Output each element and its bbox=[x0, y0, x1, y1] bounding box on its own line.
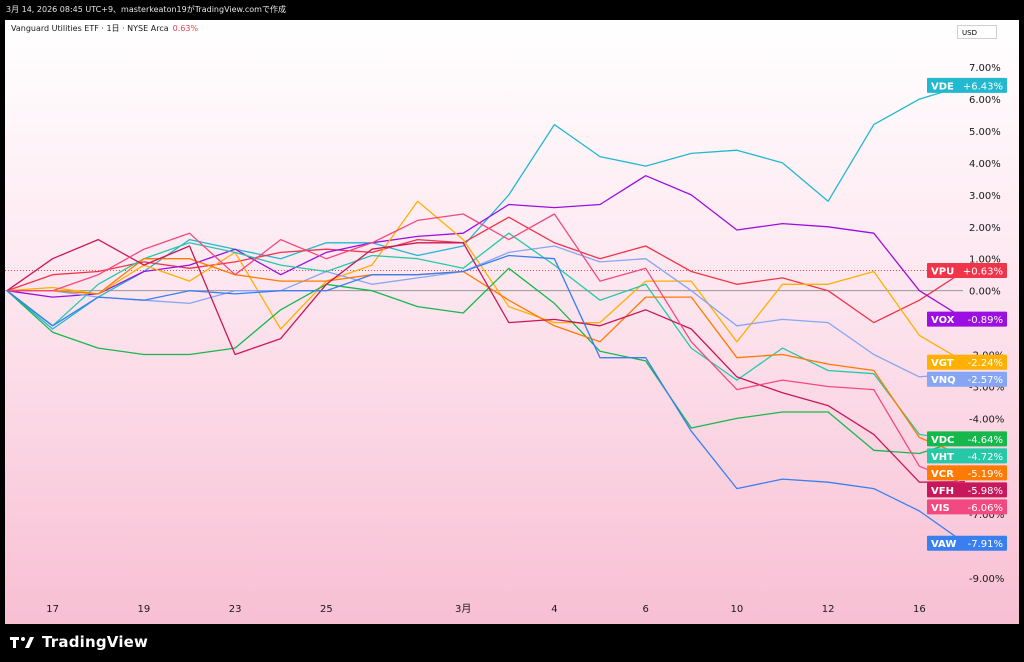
ticker-badge-name: VGT bbox=[931, 358, 954, 369]
currency-label: USD bbox=[962, 29, 977, 37]
y-tick-label: -4.00% bbox=[969, 414, 1004, 425]
ticker-badge-bg bbox=[927, 535, 1007, 551]
symbol-change: 0.63% bbox=[172, 24, 199, 33]
ticker-badge-name: VHT bbox=[931, 452, 954, 463]
ticker-badge-bg bbox=[927, 482, 1007, 498]
x-tick-label: 6 bbox=[642, 604, 648, 615]
series-line-vde bbox=[6, 84, 966, 330]
chart-panel[interactable]: 7.00% 6.00% 5.00% 4.00% 3.00% 2.00% 1.00% 0.00%… bbox=[5, 20, 1019, 624]
x-tick-label: 10 bbox=[731, 604, 744, 615]
ticker-badge-name: VDC bbox=[931, 435, 954, 446]
series-line-vcr bbox=[7, 258, 966, 458]
ticker-badge-bg bbox=[927, 77, 1007, 93]
series-line-vfh bbox=[6, 238, 966, 483]
ticker-badge-name: VDE bbox=[931, 81, 954, 92]
symbol-legend: Vanguard Utilities ETF · 1日 · NYSE Arca 0… bbox=[11, 23, 198, 34]
symbol-title: Vanguard Utilities ETF · 1日 · NYSE Arca bbox=[11, 24, 169, 33]
ticker-badge-name: VCR bbox=[931, 469, 954, 480]
x-tick-label: 19 bbox=[137, 604, 150, 615]
ticker-badge-value: -5.19% bbox=[968, 469, 1003, 480]
brand-name: TradingView bbox=[42, 633, 149, 651]
series-line-vdc bbox=[6, 267, 966, 455]
ticker-badge-value: -6.06% bbox=[968, 503, 1003, 514]
ticker-badge-name: VPU bbox=[931, 267, 954, 278]
ticker-badge-value: -2.57% bbox=[968, 375, 1003, 386]
y-tick-label: -9.00% bbox=[969, 574, 1004, 585]
x-tick-label: 3月 bbox=[455, 603, 471, 615]
ticker-badge-value: -4.64% bbox=[968, 435, 1003, 446]
ticker-badge-bg bbox=[927, 431, 1007, 447]
series-line-vaw bbox=[6, 254, 966, 544]
ticker-badge-value: -2.24% bbox=[968, 358, 1003, 369]
ticker-badge-name: VOX bbox=[931, 315, 955, 326]
y-tick-label: -3.00% bbox=[969, 382, 1004, 393]
tradingview-logo-icon bbox=[10, 637, 34, 648]
series-line-vox bbox=[6, 175, 966, 320]
currency-selector[interactable]: USD bbox=[957, 25, 997, 39]
attribution-bar: 3月 14, 2026 08:45 UTC+9、masterkeaton19がT… bbox=[0, 0, 1024, 20]
ticker-badge-name: VFH bbox=[931, 486, 954, 497]
ticker-badge-value: -4.72% bbox=[968, 452, 1003, 463]
y-tick-label: 5.00% bbox=[969, 127, 1001, 138]
y-tick-label: 7.00% bbox=[969, 63, 1001, 74]
y-tick-label: 4.00% bbox=[969, 159, 1001, 170]
y-tick-label: 0.00% bbox=[969, 287, 1001, 298]
x-tick-label: 23 bbox=[229, 604, 242, 615]
ticker-badge-bg bbox=[927, 499, 1007, 515]
brand[interactable]: TradingView bbox=[10, 632, 148, 652]
ticker-badge-bg bbox=[927, 448, 1007, 464]
price-chart[interactable]: 7.00% 6.00% 5.00% 4.00% 3.00% 2.00% 1.00% 0.00%… bbox=[5, 20, 1019, 624]
x-tick-label: 25 bbox=[320, 604, 333, 615]
x-tick-label: 17 bbox=[46, 604, 59, 615]
ticker-badge-bg bbox=[927, 465, 1007, 481]
x-tick-label: 16 bbox=[913, 604, 926, 615]
series-line-vis bbox=[7, 213, 966, 485]
ticker-badge-bg bbox=[927, 371, 1007, 387]
ticker-badge-bg bbox=[927, 354, 1007, 370]
y-tick-label: 6.00% bbox=[969, 95, 1001, 106]
ticker-badge-name: VIS bbox=[931, 503, 950, 514]
y-tick-label: 2.00% bbox=[969, 223, 1001, 234]
ticker-badge-value: +6.43% bbox=[963, 81, 1003, 92]
footer: TradingView bbox=[0, 624, 1024, 662]
x-tick-label: 4 bbox=[551, 604, 557, 615]
ticker-badge-bg bbox=[927, 263, 1007, 279]
series-line-vgt bbox=[6, 200, 966, 363]
ticker-badge-value: -7.91% bbox=[968, 539, 1003, 550]
ticker-badge-value: -5.98% bbox=[968, 486, 1003, 497]
x-tick-label: 12 bbox=[822, 604, 835, 615]
ticker-badge-name: VAW bbox=[931, 539, 956, 550]
ticker-badge-value: -0.89% bbox=[968, 315, 1003, 326]
series-line-vht bbox=[6, 232, 966, 443]
attribution-text: 3月 14, 2026 08:45 UTC+9、masterkeaton19がT… bbox=[6, 5, 286, 14]
y-tick-label: 1.00% bbox=[969, 255, 1001, 266]
ticker-badge-bg bbox=[927, 311, 1007, 327]
ticker-badge-value: +0.63% bbox=[963, 267, 1003, 278]
series-line-vnq bbox=[7, 245, 966, 378]
y-tick-label: 3.00% bbox=[969, 191, 1001, 202]
y-tick-label: -7.00% bbox=[969, 510, 1004, 521]
ticker-badge-name: VNQ bbox=[931, 375, 956, 386]
